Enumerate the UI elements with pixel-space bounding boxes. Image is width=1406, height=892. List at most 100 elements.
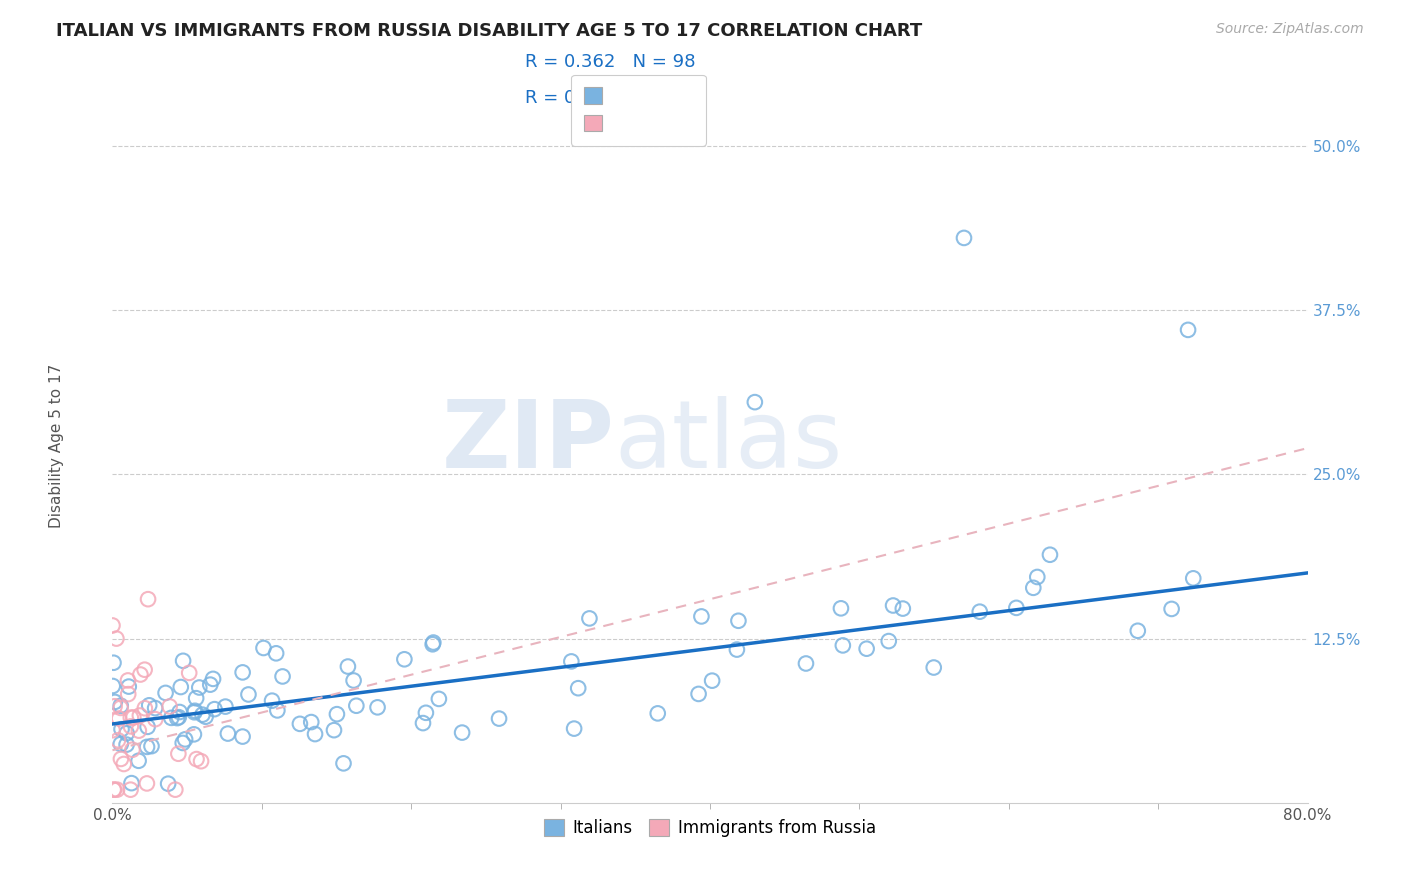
Point [112,756,135,771]
Point [332,756,354,771]
Point [115,726,138,740]
Text: atlas: atlas [614,395,842,488]
Point [238,688,260,702]
Point [136,720,159,734]
Point [121,743,143,757]
Point [188,681,211,695]
Text: R = 0.362   N = 98: R = 0.362 N = 98 [524,54,696,71]
Point [288,716,311,731]
Point [214,699,236,714]
Point [104,695,127,709]
Point [108,711,131,725]
Point [157,777,180,791]
Point [166,711,188,725]
Point [882,599,904,613]
Point [831,639,853,653]
Point [143,701,166,715]
Point [1182,571,1205,585]
Point [336,659,359,673]
Point [155,686,177,700]
Point [1126,624,1149,638]
Point [138,698,160,713]
Point [105,632,128,646]
Point [128,723,150,738]
Text: ITALIAN VS IMMIGRANTS FROM RUSSIA DISABILITY AGE 5 TO 17 CORRELATION CHART: ITALIAN VS IMMIGRANTS FROM RUSSIA DISABI… [56,22,922,40]
Point [690,609,713,624]
Point [167,747,190,761]
Point [184,704,207,718]
Point [260,694,283,708]
Point [110,701,132,715]
Point [232,665,254,680]
Point [578,611,600,625]
Point [179,665,201,680]
Point [110,752,132,766]
Point [128,754,150,768]
Point [422,635,444,649]
Point [117,673,139,688]
Point [969,605,991,619]
Point [855,641,877,656]
Point [744,395,766,409]
Point [172,654,194,668]
Point [1005,600,1028,615]
Point [232,730,254,744]
Point [1026,570,1049,584]
Point [159,699,181,714]
Point [172,736,194,750]
Point [136,739,159,754]
Point [647,706,669,721]
Point [488,712,510,726]
Point [877,634,900,648]
Point [891,601,914,615]
Point [103,656,125,670]
Point [422,637,444,651]
Point [304,727,326,741]
Point [367,700,389,714]
Point [120,711,142,725]
Point [451,725,474,739]
Point [342,673,364,688]
Point [186,691,208,706]
Point [107,733,129,747]
Point [101,723,124,738]
Point [183,706,205,720]
Point [103,782,125,797]
Point [567,681,589,696]
Point [204,702,226,716]
Point [104,699,127,714]
Text: R = 0.277   N = 33: R = 0.277 N = 33 [524,89,696,107]
Point [170,680,193,694]
Legend: Italians, Immigrants from Russia: Italians, Immigrants from Russia [536,810,884,845]
Point [394,652,416,666]
Point [830,601,852,615]
Point [194,709,217,723]
Point [190,754,212,768]
Point [141,739,163,753]
Point [183,727,205,741]
Point [271,669,294,683]
Point [727,614,749,628]
Point [725,642,748,657]
Point [217,726,239,740]
Point [136,592,159,607]
Point [700,673,723,688]
Point [103,782,125,797]
Point [134,701,156,715]
Point [128,708,150,723]
Point [562,722,585,736]
Point [326,707,349,722]
Text: Source: ZipAtlas.com: Source: ZipAtlas.com [1216,22,1364,37]
Point [134,663,156,677]
Point [412,716,434,731]
Point [115,738,138,752]
Point [120,782,142,797]
Point [191,707,214,722]
Point [1039,548,1062,562]
Point [121,776,143,790]
Point [105,782,128,797]
Point [266,703,288,717]
Point [110,698,132,713]
Point [415,706,437,720]
Point [323,723,346,738]
